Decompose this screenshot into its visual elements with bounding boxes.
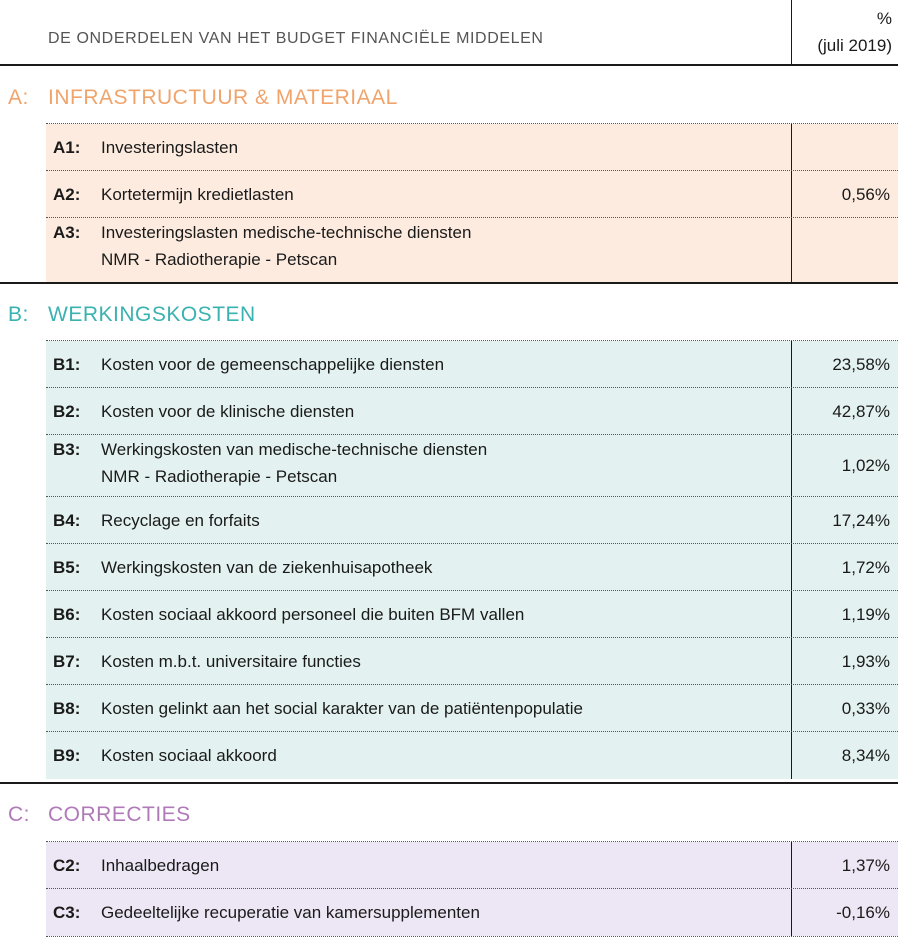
- column-divider: [791, 544, 792, 590]
- table-row: B9: Kosten sociaal akkoord 8,34%: [46, 732, 898, 779]
- table-row: B8: Kosten gelinkt aan het social karakt…: [46, 685, 898, 732]
- section-letter: A:: [8, 86, 29, 109]
- table-row: C3: Gedeeltelijke recuperatie van kamers…: [46, 889, 898, 936]
- row-code: B4:: [53, 511, 81, 530]
- row-description: Werkingskosten van medische-technische d…: [101, 436, 781, 490]
- row-code: C2:: [53, 856, 81, 875]
- section-rows: C2: Inhaalbedragen 1,37% C3: Gedeeltelij…: [46, 841, 898, 937]
- row-percentage: 17,24%: [832, 511, 890, 530]
- row-percentage: 1,02%: [841, 456, 890, 475]
- column-divider: [791, 889, 792, 936]
- table-row: B2: Kosten voor de klinische diensten 42…: [46, 388, 898, 435]
- row-code: A3:: [53, 223, 81, 242]
- row-description: Kortetermijn kredietlasten: [101, 185, 294, 204]
- table-row: A2: Kortetermijn kredietlasten 0,56%: [46, 171, 898, 218]
- table-row: C2: Inhaalbedragen 1,37%: [46, 842, 898, 889]
- table-row: B7: Kosten m.b.t. universitaire functies…: [46, 638, 898, 685]
- header-divider: [791, 0, 792, 64]
- table-row: A3: Investeringslasten medische-technisc…: [46, 218, 898, 283]
- row-code: A2:: [53, 185, 81, 204]
- column-divider: [791, 842, 792, 888]
- section-header: A: INFRASTRUCTUUR & MATERIAAL: [0, 66, 898, 122]
- row-code: B1:: [53, 355, 81, 374]
- row-code: A1:: [53, 138, 81, 157]
- row-description: Inhaalbedragen: [101, 856, 220, 875]
- row-description: Werkingskosten van de ziekenhuisapotheek: [101, 558, 433, 577]
- percent-symbol: %: [876, 9, 892, 28]
- percent-column-header: % (juli 2019): [817, 5, 892, 59]
- row-description: Kosten m.b.t. universitaire functies: [101, 652, 361, 671]
- row-code: B3:: [53, 440, 81, 459]
- column-divider: [791, 685, 792, 731]
- section-title: WERKINGSKOSTEN: [48, 303, 256, 326]
- row-description-line1: Werkingskosten van medische-technische d…: [101, 440, 488, 459]
- row-percentage: -0,16%: [836, 903, 890, 922]
- row-percentage: 42,87%: [832, 402, 890, 421]
- row-description: Kosten voor de gemeenschappelijke dienst…: [101, 355, 445, 374]
- section-rows: B1: Kosten voor de gemeenschappelijke di…: [46, 340, 898, 779]
- section-separator: [0, 282, 898, 284]
- column-divider: [791, 341, 792, 387]
- row-percentage: 1,93%: [841, 652, 890, 671]
- section-rows: A1: Investeringslasten A2: Kortetermijn …: [46, 123, 898, 283]
- column-divider: [791, 388, 792, 434]
- row-description: Kosten voor de klinische diensten: [101, 402, 355, 421]
- percent-date: (juli 2019): [817, 36, 892, 55]
- section-letter: B:: [8, 303, 29, 326]
- row-description: Recyclage en forfaits: [101, 511, 260, 530]
- row-percentage: 23,58%: [832, 355, 890, 374]
- section-letter: C:: [8, 803, 30, 826]
- column-divider: [791, 638, 792, 684]
- section-separator: [0, 782, 898, 784]
- row-description-line2: NMR - Radiotherapie - Petscan: [101, 467, 338, 486]
- table-row: B1: Kosten voor de gemeenschappelijke di…: [46, 341, 898, 388]
- row-percentage: 8,34%: [841, 746, 890, 765]
- column-divider: [791, 218, 792, 283]
- column-divider: [791, 497, 792, 543]
- section-title: CORRECTIES: [48, 803, 191, 826]
- row-code: B8:: [53, 699, 81, 718]
- section-header: C: CORRECTIES: [0, 784, 898, 840]
- table-row: B6: Kosten sociaal akkoord personeel die…: [46, 591, 898, 638]
- row-percentage: 0,33%: [841, 699, 890, 718]
- section-header: B: WERKINGSKOSTEN: [0, 284, 898, 340]
- row-description: Gedeeltelijke recuperatie van kamersuppl…: [101, 903, 480, 922]
- table-row: B3: Werkingskosten van medische-technisc…: [46, 435, 898, 497]
- table-row: A1: Investeringslasten: [46, 124, 898, 171]
- row-percentage: 0,56%: [841, 185, 890, 204]
- table-row: B4: Recyclage en forfaits 17,24%: [46, 497, 898, 544]
- row-description: Kosten sociaal akkoord: [101, 746, 277, 765]
- row-description: Kosten sociaal akkoord personeel die bui…: [101, 605, 525, 624]
- row-percentage: 1,19%: [841, 605, 890, 624]
- row-description-line2: NMR - Radiotherapie - Petscan: [101, 250, 338, 269]
- column-divider: [791, 435, 792, 496]
- row-code: B6:: [53, 605, 81, 624]
- row-percentage: 1,72%: [841, 558, 890, 577]
- row-percentage: 1,37%: [841, 856, 890, 875]
- column-divider: [791, 591, 792, 637]
- row-description: Investeringslasten: [101, 138, 239, 157]
- row-code: B2:: [53, 402, 81, 421]
- row-description: Kosten gelinkt aan het social karakter v…: [101, 699, 583, 718]
- row-code: B9:: [53, 746, 81, 765]
- column-divider: [791, 124, 792, 170]
- table-title: DE ONDERDELEN VAN HET BUDGET FINANCIËLE …: [48, 30, 544, 47]
- row-description: Investeringslasten medische-technische d…: [101, 219, 781, 273]
- column-divider: [791, 732, 792, 779]
- row-code: C3:: [53, 903, 81, 922]
- row-description-line1: Investeringslasten medische-technische d…: [101, 223, 472, 242]
- table-row: B5: Werkingskosten van de ziekenhuisapot…: [46, 544, 898, 591]
- row-code: B5:: [53, 558, 81, 577]
- column-divider: [791, 171, 792, 217]
- table-header: DE ONDERDELEN VAN HET BUDGET FINANCIËLE …: [0, 0, 898, 66]
- section-title: INFRASTRUCTUUR & MATERIAAL: [48, 86, 398, 109]
- row-code: B7:: [53, 652, 81, 671]
